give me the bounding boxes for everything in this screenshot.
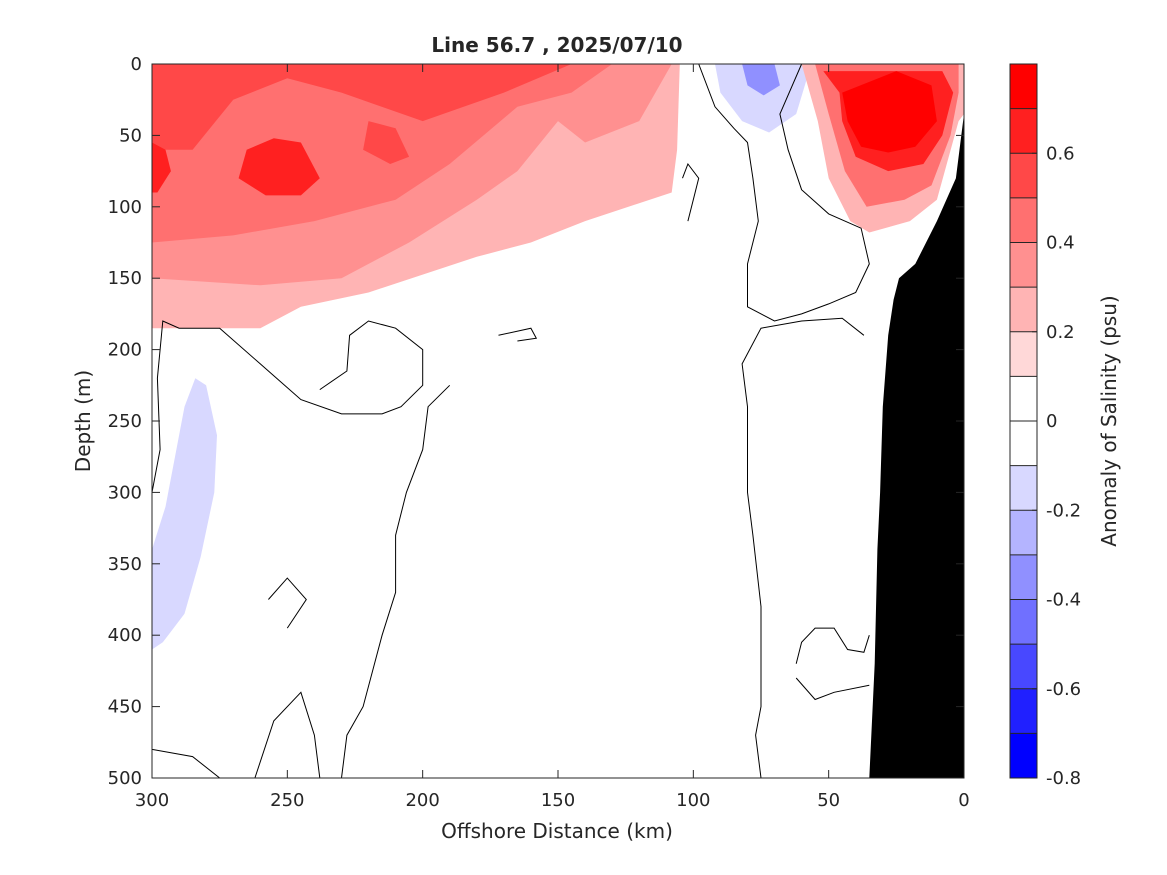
y-tick-label: 50 — [119, 125, 142, 146]
colorbar-segment — [1010, 733, 1037, 778]
anomaly-region-3 — [152, 64, 572, 150]
x-tick-label: 150 — [541, 790, 575, 811]
zero-contour-5 — [498, 327, 538, 342]
x-tick-label: 100 — [676, 790, 710, 811]
colorbar-tick-label: 0.6 — [1046, 143, 1075, 164]
colorbar: -0.8 -0.6 -0.4 -0.2 0 0.2 0.4 0.6 — [1009, 63, 1081, 789]
anomaly-region-9 — [152, 378, 217, 650]
zero-contour-9 — [795, 627, 870, 664]
colorbar-tick-label: 0.2 — [1046, 322, 1075, 343]
colorbar-segment — [1010, 64, 1037, 109]
colorbar-tick-label: 0 — [1046, 411, 1057, 432]
colorbar-label: Anomaly of Salinity (psu) — [1097, 295, 1121, 546]
zero-contour-10 — [795, 677, 870, 701]
colorbar-segment — [1010, 599, 1037, 645]
x-tick-label: 50 — [817, 790, 840, 811]
colorbar-segment — [1010, 510, 1037, 555]
colorbar-segment — [1010, 331, 1037, 377]
zero-contour-1 — [152, 748, 221, 778]
y-axis: 0 50 100 150 200 250 300 350 400 450 500 — [108, 54, 964, 789]
colorbar-tick-label: -0.6 — [1046, 679, 1081, 700]
y-tick-label: 150 — [108, 268, 142, 289]
zero-contour-8 — [741, 317, 865, 778]
zero-contour-layer — [152, 64, 870, 778]
x-tick-label: 250 — [270, 790, 304, 811]
y-tick-label: 350 — [108, 554, 142, 575]
y-tick-label: 0 — [131, 54, 142, 75]
bathymetry-layer — [869, 114, 964, 778]
zero-contour-2 — [254, 691, 321, 778]
anomaly-region-6 — [363, 121, 410, 164]
colorbar-segment — [1010, 287, 1037, 332]
colorbar-tick-label: 0.4 — [1046, 233, 1075, 254]
colorbar-tick-label: -0.8 — [1046, 768, 1081, 789]
anomaly-region-4 — [238, 138, 320, 196]
zero-contour-6 — [682, 162, 700, 222]
anomaly-region-8 — [742, 64, 780, 96]
y-tick-label: 100 — [108, 197, 142, 218]
colorbar-tick-label: -0.4 — [1046, 590, 1081, 611]
y-tick-label: 200 — [108, 340, 142, 361]
y-tick-label: 400 — [108, 625, 142, 646]
bathymetry-shape — [869, 114, 964, 778]
colorbar-segment — [1010, 242, 1037, 288]
colorbar-segment — [1010, 421, 1037, 466]
colorbar-segment — [1010, 197, 1037, 243]
colorbar-segment — [1010, 153, 1037, 198]
zero-contour-4 — [341, 384, 451, 778]
anomaly-region-5 — [152, 142, 171, 193]
x-axis: 300 250 200 150 100 50 0 — [135, 64, 970, 811]
colorbar-segment — [1010, 108, 1037, 154]
colorbar-segment — [1010, 644, 1037, 689]
anomaly-region-7 — [715, 64, 807, 133]
zero-contour-0 — [152, 320, 424, 493]
zero-contour-3 — [268, 577, 307, 629]
colorbar-segment — [1010, 376, 1037, 421]
x-tick-label: 0 — [958, 790, 969, 811]
colorbar-segment — [1010, 688, 1037, 734]
colorbar-tick-label: -0.2 — [1046, 500, 1081, 521]
y-axis-label: Depth (m) — [71, 370, 95, 472]
x-tick-label: 200 — [405, 790, 439, 811]
x-axis-label: Offshore Distance (km) — [441, 819, 673, 843]
y-tick-label: 500 — [108, 768, 142, 789]
anomaly-region-13 — [842, 71, 937, 153]
zero-contour-7 — [698, 64, 870, 322]
chart-title: Line 56.7 , 2025/07/10 — [431, 33, 682, 57]
x-tick-label: 300 — [135, 790, 169, 811]
colorbar-segment — [1010, 465, 1037, 511]
y-tick-label: 450 — [108, 697, 142, 718]
filled-contour-layer — [152, 64, 964, 650]
colorbar-segment — [1010, 554, 1037, 600]
y-tick-label: 250 — [108, 411, 142, 432]
y-tick-label: 300 — [108, 482, 142, 503]
